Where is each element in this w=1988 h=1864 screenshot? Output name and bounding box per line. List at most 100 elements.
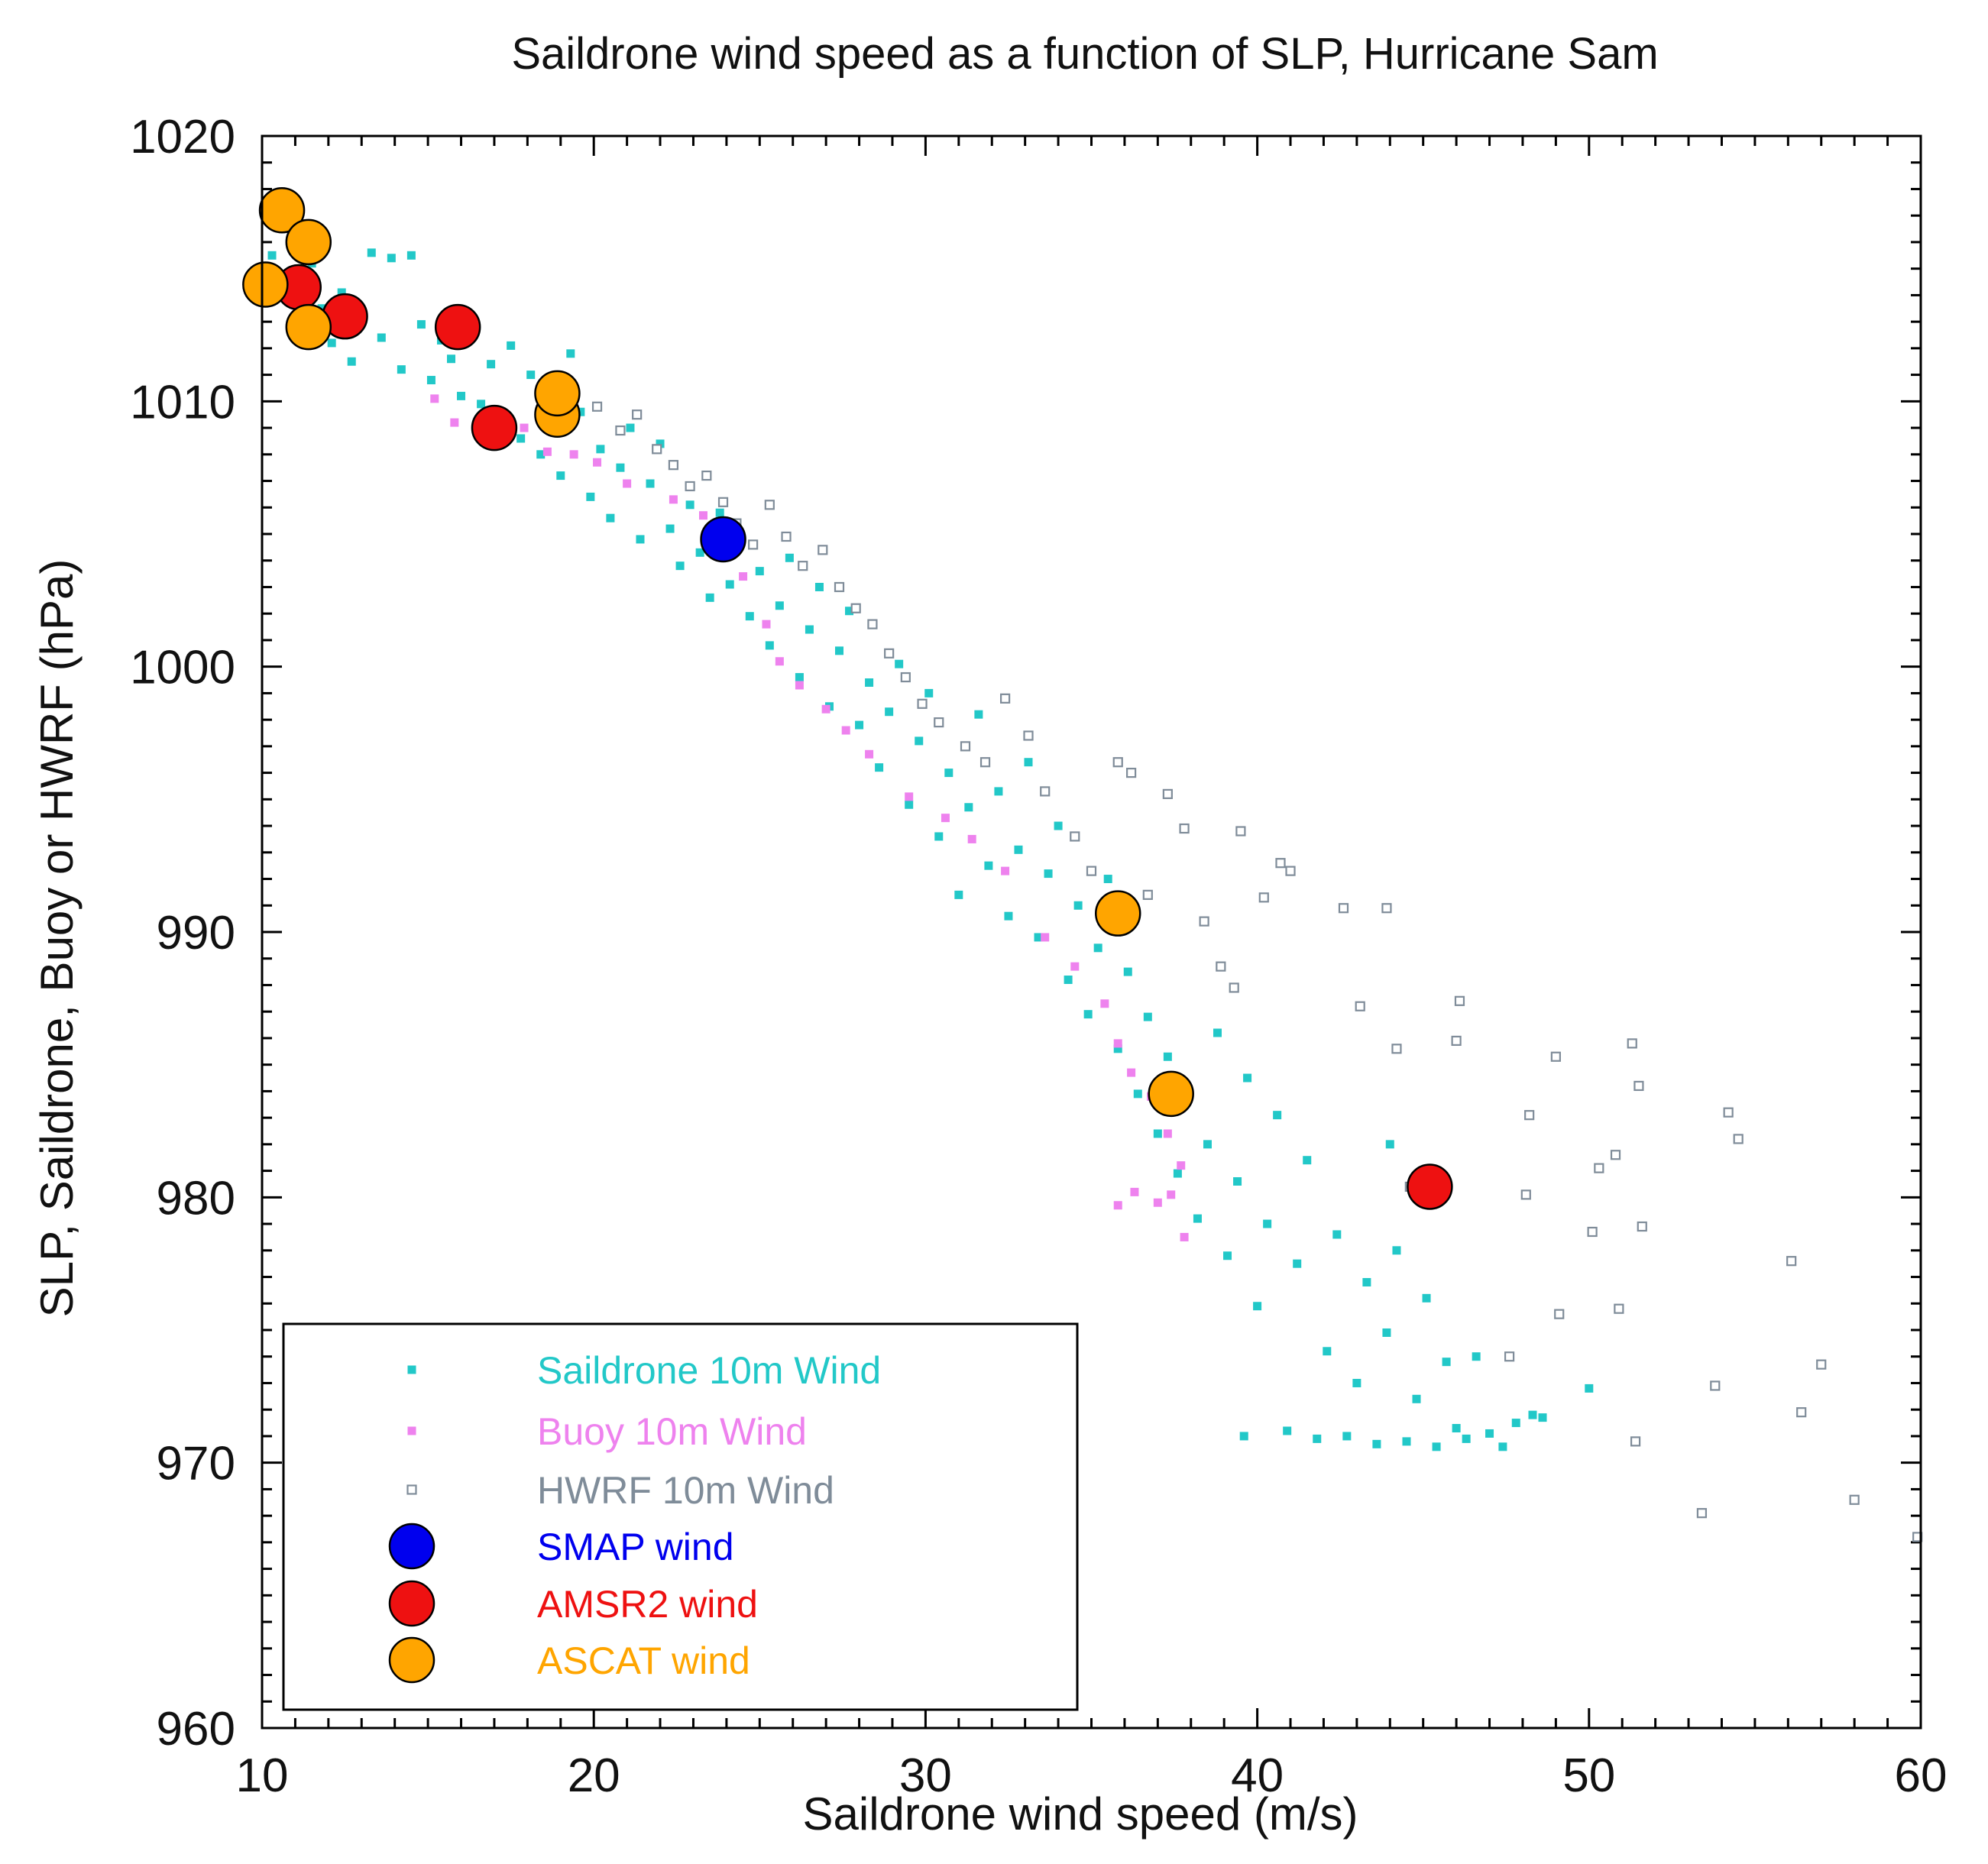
saildrone-10m-wind-point: [695, 548, 704, 557]
saildrone-10m-wind-point: [954, 890, 963, 899]
saildrone-10m-wind-point: [895, 659, 904, 668]
buoy-10m-wind-point: [1180, 1232, 1189, 1241]
buoy-10m-wind-point: [795, 681, 804, 690]
saildrone-10m-wind-point: [1412, 1394, 1421, 1403]
hwrf-10m-wind-point: [1637, 1221, 1647, 1232]
hwrf-10m-wind-point: [1086, 866, 1097, 876]
saildrone-10m-wind-point: [1193, 1214, 1202, 1223]
hwrf-10m-wind-point: [1633, 1080, 1644, 1092]
saildrone-10m-wind-point: [755, 567, 764, 576]
series-saildrone-10m-wind: [267, 248, 1594, 1451]
hwrf-10m-wind-point: [1355, 1001, 1365, 1011]
hwrf-10m-wind-point: [1126, 767, 1137, 778]
hwrf-10m-wind-point: [1275, 858, 1286, 869]
legend-marker-saildrone-10m-wind: [407, 1365, 416, 1374]
saildrone-10m-wind-point: [675, 561, 685, 571]
saildrone-10m-wind-point: [1044, 869, 1053, 879]
hwrf-10m-wind-point: [717, 497, 729, 507]
saildrone-10m-wind-point: [715, 508, 724, 517]
saildrone-10m-wind-point: [1342, 1432, 1352, 1441]
legend: Saildrone 10m Wind Buoy 10m Wind HWRF 10m …: [282, 1322, 1079, 1711]
hwrf-10m-wind-point: [1040, 786, 1051, 797]
saildrone-10m-wind-point: [705, 593, 714, 602]
saildrone-10m-wind-point: [885, 707, 894, 717]
buoy-10m-wind-point: [1113, 1039, 1122, 1048]
hwrf-10m-wind-point: [652, 444, 662, 455]
saildrone-10m-wind-point: [814, 582, 824, 591]
y-tick-label: 960: [157, 1703, 235, 1756]
legend-label: AMSR2 wind: [537, 1583, 758, 1626]
buoy-10m-wind-point: [623, 479, 632, 488]
hwrf-10m-wind-point: [1285, 866, 1296, 876]
hwrf-10m-wind-point: [884, 648, 895, 659]
hwrf-10m-wind-point: [1630, 1436, 1641, 1447]
saildrone-10m-wind-point: [1472, 1352, 1481, 1361]
buoy-10m-wind-point: [865, 749, 874, 759]
saildrone-10m-wind-point: [1213, 1028, 1222, 1037]
saildrone-10m-wind-point: [1283, 1426, 1292, 1435]
saildrone-10m-wind-point: [377, 333, 386, 342]
amsr2-wind-point: [471, 404, 518, 451]
saildrone-10m-wind-point: [426, 376, 435, 385]
saildrone-10m-wind-point: [1093, 943, 1102, 953]
saildrone-10m-wind-point: [1263, 1219, 1272, 1228]
legend-label: Buoy 10m Wind: [537, 1410, 807, 1453]
buoy-10m-wind-point: [698, 511, 707, 520]
saildrone-10m-wind-point: [924, 688, 934, 697]
ascat-wind-point: [534, 370, 581, 417]
buoy-10m-wind-point: [841, 726, 850, 735]
smap-wind-point: [700, 516, 746, 563]
amsr2-wind-point: [434, 303, 481, 351]
saildrone-10m-wind-point: [944, 769, 954, 778]
hwrf-10m-wind-point: [615, 425, 626, 436]
buoy-10m-wind-point: [967, 834, 976, 843]
hwrf-10m-wind-point: [1816, 1359, 1827, 1370]
x-tick-label: 50: [1562, 1749, 1615, 1802]
buoy-10m-wind-point: [1001, 866, 1010, 875]
buoy-10m-wind-point: [905, 792, 914, 801]
saildrone-10m-wind-point: [1303, 1156, 1312, 1165]
saildrone-10m-wind-point: [1223, 1251, 1232, 1260]
series-buoy-10m-wind: [430, 394, 1189, 1241]
saildrone-10m-wind-point: [1073, 901, 1083, 910]
y-tick-label: 980: [157, 1172, 235, 1225]
x-tick-label: 60: [1895, 1749, 1948, 1802]
saildrone-10m-wind-point: [1382, 1328, 1391, 1337]
saildrone-10m-wind-point: [1313, 1434, 1322, 1443]
buoy-10m-wind-point: [1070, 962, 1080, 971]
saildrone-10m-wind-point: [934, 832, 944, 841]
x-tick-label: 20: [568, 1749, 620, 1802]
hwrf-10m-wind-point: [1142, 889, 1153, 900]
saildrone-10m-wind-point: [556, 471, 565, 481]
saildrone-10m-wind-point: [646, 479, 655, 488]
saildrone-10m-wind-point: [1054, 821, 1063, 830]
hwrf-10m-wind-point: [934, 717, 944, 728]
hwrf-10m-wind-point: [685, 481, 695, 492]
hwrf-10m-wind-point: [1554, 1309, 1565, 1319]
saildrone-10m-wind-point: [606, 513, 615, 523]
saildrone-10m-wind-point: [1385, 1140, 1394, 1149]
hwrf-10m-wind-point: [1520, 1189, 1531, 1200]
buoy-10m-wind-point: [1113, 1201, 1122, 1210]
hwrf-10m-wind-point: [1594, 1163, 1604, 1173]
hwrf-10m-wind-point: [917, 698, 928, 709]
saildrone-10m-wind-point: [1113, 1044, 1122, 1053]
hwrf-10m-wind-point: [1610, 1150, 1621, 1160]
buoy-10m-wind-point: [1177, 1161, 1186, 1170]
hwrf-10m-wind-point: [1391, 1044, 1402, 1054]
hwrf-10m-wind-point: [1216, 961, 1226, 972]
saildrone-10m-wind-point: [1352, 1378, 1361, 1387]
hwrf-10m-wind-point: [1796, 1407, 1807, 1418]
saildrone-10m-wind-point: [387, 254, 396, 263]
hwrf-10m-wind-point: [748, 539, 759, 550]
y-tick-label: 990: [157, 907, 235, 960]
hwrf-10m-wind-point: [1000, 693, 1011, 704]
saildrone-10m-wind-point: [1243, 1073, 1252, 1082]
hwrf-10m-wind-point: [1614, 1303, 1624, 1314]
saildrone-10m-wind-point: [1538, 1413, 1547, 1422]
saildrone-10m-wind-point: [915, 736, 924, 746]
buoy-10m-wind-point: [1127, 1068, 1136, 1077]
saildrone-10m-wind-point: [586, 492, 595, 501]
